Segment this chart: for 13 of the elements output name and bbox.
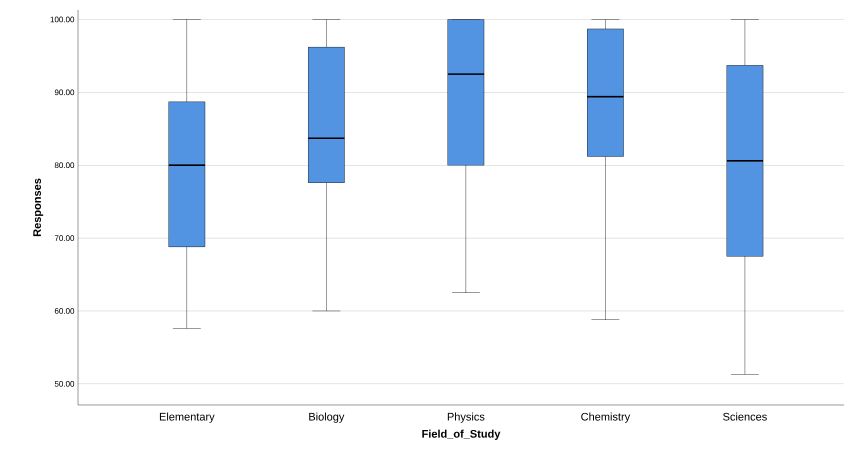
x-tick-label: Physics xyxy=(448,412,484,423)
x-tick-label: Elementary xyxy=(160,412,215,423)
x-tick-label: Biology xyxy=(309,412,344,423)
y-tick-label: 50.00 xyxy=(54,381,74,387)
x-tick-label: Sciences xyxy=(723,412,767,421)
y-tick-label: 60.00 xyxy=(54,308,74,314)
y-tick-label: 100.00 xyxy=(50,16,74,22)
x-axis-title: Field_of_Study xyxy=(422,430,500,440)
x-tick-label: Chemistry xyxy=(581,412,630,423)
y-tick-label: 70.00 xyxy=(54,235,74,241)
y-tick-label: 80.00 xyxy=(54,162,74,168)
y-tick-label: 90.00 xyxy=(54,90,74,96)
y-axis-title: Responses xyxy=(33,178,44,236)
